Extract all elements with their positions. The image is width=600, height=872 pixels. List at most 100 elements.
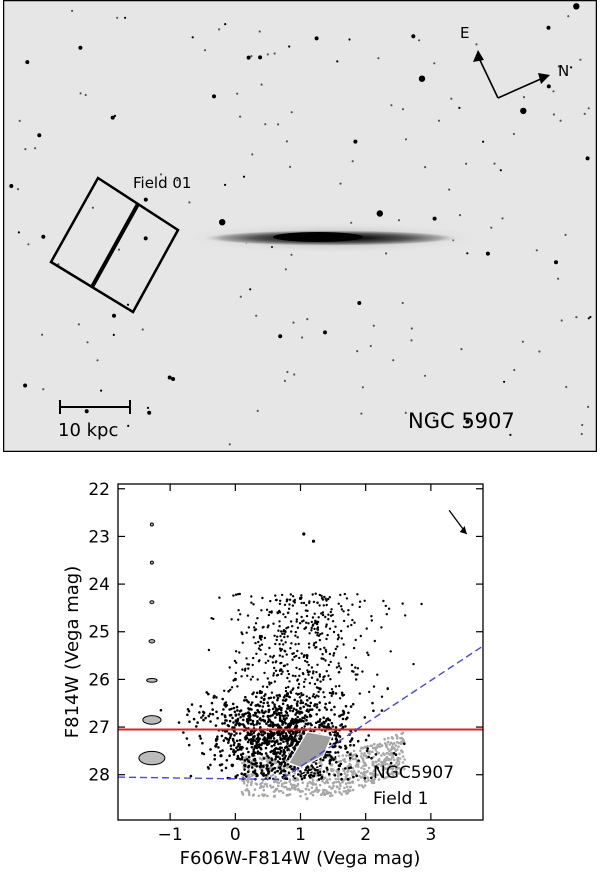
data-point	[385, 752, 389, 755]
star	[336, 60, 339, 63]
data-point	[322, 770, 326, 773]
data-point	[261, 733, 264, 737]
data-point	[249, 707, 252, 711]
data-point	[274, 594, 277, 597]
data-point	[239, 753, 243, 756]
data-point	[299, 710, 303, 714]
data-point	[375, 764, 379, 767]
data-point	[342, 790, 346, 793]
data-point	[237, 742, 240, 746]
star	[143, 197, 148, 202]
data-point	[311, 672, 315, 675]
data-point	[308, 682, 312, 685]
data-point	[340, 629, 343, 633]
data-point	[313, 790, 316, 793]
data-point	[177, 721, 181, 724]
data-point	[263, 694, 266, 698]
data-point	[283, 603, 287, 606]
data-point	[363, 767, 366, 771]
data-point	[282, 760, 286, 764]
star	[353, 139, 358, 144]
data-point	[369, 772, 372, 776]
data-point	[323, 595, 326, 599]
data-point	[340, 605, 343, 608]
star	[465, 419, 470, 424]
data-point	[319, 764, 322, 768]
data-point	[352, 749, 356, 753]
data-point	[188, 720, 191, 723]
data-point	[315, 788, 318, 791]
data-point	[279, 736, 282, 739]
data-point	[344, 767, 347, 770]
data-point	[316, 663, 319, 666]
star	[411, 34, 416, 39]
data-point	[219, 763, 222, 767]
data-point	[363, 776, 367, 780]
data-point	[285, 734, 288, 738]
data-point	[362, 771, 366, 775]
data-point	[223, 714, 227, 717]
star	[372, 324, 375, 327]
data-point	[260, 643, 264, 646]
data-point	[209, 720, 212, 723]
x-tick-label: 1	[295, 825, 306, 845]
data-point	[274, 761, 278, 764]
data-point	[253, 788, 257, 791]
star	[559, 119, 562, 122]
data-point	[290, 719, 293, 723]
star	[493, 162, 496, 165]
data-point	[259, 700, 263, 704]
data-point	[273, 731, 276, 735]
data-point	[240, 745, 244, 749]
data-point	[385, 745, 389, 749]
data-point	[347, 613, 350, 616]
data-point	[373, 742, 376, 746]
data-point	[315, 670, 318, 674]
data-point	[252, 714, 255, 717]
data-point	[284, 754, 287, 758]
data-point	[342, 693, 346, 697]
data-point	[250, 745, 254, 749]
data-point	[255, 740, 258, 744]
data-point	[237, 618, 240, 621]
data-point	[283, 751, 287, 754]
data-point	[302, 601, 306, 605]
data-point	[400, 732, 404, 735]
data-point	[233, 659, 237, 663]
star	[79, 92, 82, 95]
data-point	[315, 774, 318, 777]
data-point	[384, 767, 388, 771]
data-point	[327, 772, 331, 776]
data-point	[291, 674, 295, 677]
data-point	[346, 751, 349, 754]
data-point	[317, 690, 320, 694]
data-point	[271, 773, 275, 777]
data-point	[293, 698, 297, 702]
data-point	[326, 754, 329, 757]
error-ellipse	[146, 677, 158, 683]
data-point	[318, 770, 322, 774]
data-point	[336, 775, 340, 778]
star	[24, 148, 27, 151]
data-point	[328, 627, 332, 630]
data-point	[340, 713, 343, 717]
data-point	[258, 765, 262, 768]
data-point	[302, 672, 305, 676]
data-point	[206, 766, 210, 769]
data-point	[309, 708, 312, 711]
star	[475, 43, 478, 46]
star	[433, 62, 436, 65]
star	[25, 60, 30, 65]
data-point	[260, 743, 263, 747]
data-point	[269, 720, 273, 724]
data-point	[311, 616, 315, 619]
data-point	[258, 636, 262, 640]
data-point	[394, 769, 398, 773]
data-point	[318, 675, 321, 678]
data-point	[249, 722, 253, 726]
data-point	[246, 718, 249, 721]
data-point	[268, 610, 271, 614]
data-point	[334, 742, 337, 745]
data-point	[244, 667, 247, 670]
data-point	[318, 725, 321, 729]
